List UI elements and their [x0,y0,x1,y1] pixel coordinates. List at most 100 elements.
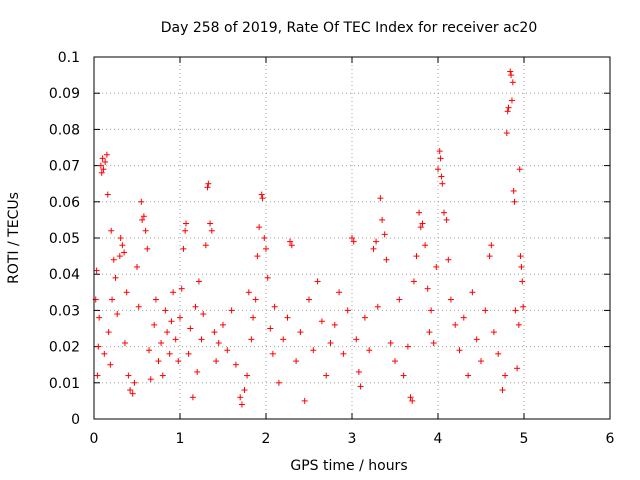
data-point [437,155,444,162]
data-point [271,303,278,310]
data-point [447,296,454,303]
x-tick-label: 0 [90,431,99,447]
data-point [353,336,360,343]
data-point [204,184,211,191]
data-point [146,347,153,354]
data-point [275,379,282,386]
data-point [400,372,407,379]
data-point [336,289,343,296]
data-point [151,321,158,328]
data-point [175,358,182,365]
data-point [116,253,123,260]
data-point [142,227,149,234]
data-point [293,358,300,365]
axis-ticks: 0 1 2 3 4 5 6 0 0.01 0.02 0.03 0.04 0.05 0.06 0.07 0.08… [49,50,615,447]
data-point [355,368,362,375]
y-tick-label: 0.1 [58,50,80,66]
data-point [301,397,308,404]
data-point [98,169,105,176]
data-point [228,307,235,314]
data-point [473,336,480,343]
data-point [241,387,248,394]
data-point [112,274,119,281]
data-point [152,296,159,303]
data-point [517,253,524,260]
data-point [452,321,459,328]
y-tick-label: 0.04 [49,267,80,283]
data-point [417,224,424,231]
data-point [438,173,445,180]
data-point [194,368,201,375]
data-point [381,231,388,238]
data-point [416,209,423,216]
data-point [178,285,185,292]
data-point [168,318,175,325]
data-point [314,278,321,285]
y-tick-label: 0.05 [49,231,80,247]
y-tick-label: 0.03 [49,303,80,319]
data-point [435,166,441,173]
data-point [488,242,495,249]
data-point [327,339,334,346]
data-point [159,372,166,379]
data-point [100,166,107,173]
x-tick-label: 3 [348,431,357,447]
data-point [211,329,218,336]
data-point [213,358,220,365]
plot-frame [93,56,611,420]
y-tick-label: 0.08 [49,122,80,138]
data-point [511,198,518,205]
data-point [508,72,515,79]
data-point [245,289,252,296]
data-point [140,213,147,220]
data-point [419,220,426,227]
data-point [424,285,431,292]
data-point [428,307,435,314]
data-point [170,289,177,296]
data-point [127,387,134,394]
data-point [433,263,440,270]
data-point [256,224,263,231]
data-point [147,376,154,383]
data-point [482,307,489,314]
data-point [108,227,115,234]
data-point [189,394,196,401]
data-point [460,314,467,321]
data-point [509,79,516,86]
data-point [131,379,138,386]
data-point [205,180,212,187]
data-point [134,263,140,270]
data-point [158,339,165,346]
data-point [261,235,268,241]
data-point [155,358,162,365]
data-point [104,191,111,198]
data-point [499,387,506,394]
data-point [469,289,476,296]
data-point [224,347,231,354]
data-point [404,343,411,350]
data-point [102,158,109,165]
data-point [200,311,207,318]
data-point [198,336,205,343]
data-point [192,303,199,310]
data-point [502,372,509,379]
data-point [310,347,317,354]
data-point [139,216,146,223]
data-point [182,227,189,234]
data-point [507,68,514,75]
data-point [96,314,103,321]
data-point [207,220,214,227]
data-point [135,303,142,310]
data-point [238,401,245,408]
data-point [392,358,398,365]
data-point [138,198,145,205]
data-point [177,314,183,321]
data-point [323,372,330,379]
data-point [264,274,271,281]
y-tick-label: 0.01 [49,376,80,392]
data-point [103,151,110,158]
data-point [516,166,523,173]
data-point [508,97,515,104]
data-point [114,311,121,318]
